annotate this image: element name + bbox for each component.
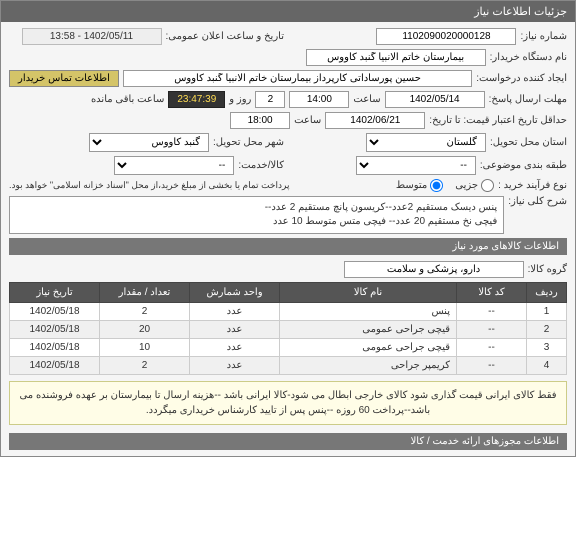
table-cell: قیچی جراحی عمومی bbox=[280, 339, 457, 357]
row-category: طبقه بندی موضوعی: -- کالا/خدمت: -- bbox=[9, 156, 567, 175]
table-row[interactable]: 1--پنسعدد21402/05/18 bbox=[10, 303, 567, 321]
validity-date-input[interactable] bbox=[325, 112, 425, 129]
group-input[interactable] bbox=[344, 261, 524, 278]
row-deadline: مهلت ارسال پاسخ: ساعت روز و 23:47:39 ساع… bbox=[9, 91, 567, 108]
table-cell: کریمپر جراحی bbox=[280, 357, 457, 375]
note-box: فقط کالای ایرانی قیمت گذاری شود کالای خا… bbox=[9, 381, 567, 425]
row-requester: ایجاد کننده درخواست: اطلاعات تماس خریدار bbox=[9, 70, 567, 87]
need-number-input[interactable] bbox=[376, 28, 516, 45]
countdown-timer: 23:47:39 bbox=[168, 91, 225, 108]
table-cell: 20 bbox=[100, 321, 190, 339]
table-col-0: ردیف bbox=[527, 283, 567, 303]
radio-medium-input[interactable] bbox=[430, 179, 443, 192]
table-cell: 1402/05/18 bbox=[10, 339, 100, 357]
city-label: شهر محل تحویل: bbox=[213, 137, 284, 148]
table-cell: 2 bbox=[527, 321, 567, 339]
table-cell: 1402/05/18 bbox=[10, 357, 100, 375]
need-number-label: شماره نیاز: bbox=[520, 31, 567, 42]
service-label: کالا/خدمت: bbox=[238, 160, 284, 171]
row-description: شرح کلی نیاز: پنس دیسک مستقیم 2عدد--کریس… bbox=[9, 196, 567, 234]
row-need-number: شماره نیاز: تاریخ و ساعت اعلان عمومی: 14… bbox=[9, 28, 567, 45]
items-header: اطلاعات کالاهای مورد نیاز bbox=[9, 238, 567, 255]
table-cell: 2 bbox=[100, 303, 190, 321]
deadline-date-input[interactable] bbox=[385, 91, 485, 108]
row-buytype: نوع فرآیند خرید : جزیی متوسط پرداخت تمام… bbox=[9, 179, 567, 192]
table-cell: پنس bbox=[280, 303, 457, 321]
deadline-label: مهلت ارسال پاسخ: bbox=[489, 94, 567, 105]
row-location: استان محل تحویل: گلستان شهر محل تحویل: گ… bbox=[9, 133, 567, 152]
panel-title: جزئیات اطلاعات نیاز bbox=[1, 1, 575, 22]
city-select[interactable]: گنبد کاووس bbox=[89, 133, 209, 152]
table-cell: عدد bbox=[190, 321, 280, 339]
deadline-time-input[interactable] bbox=[289, 91, 349, 108]
service-select[interactable]: -- bbox=[114, 156, 234, 175]
table-cell: 1 bbox=[527, 303, 567, 321]
table-cell: عدد bbox=[190, 339, 280, 357]
table-cell: -- bbox=[457, 357, 527, 375]
table-col-1: کد کالا bbox=[457, 283, 527, 303]
time-label-2: ساعت bbox=[294, 115, 321, 126]
province-label: استان محل تحویل: bbox=[490, 137, 567, 148]
radio-medium-label: متوسط bbox=[396, 180, 427, 191]
table-row[interactable]: 2--قیچی جراحی عمومیعدد201402/05/18 bbox=[10, 321, 567, 339]
announce-value: 1402/05/11 - 13:58 bbox=[22, 28, 162, 45]
table-body: 1--پنسعدد21402/05/182--قیچی جراحی عمومیع… bbox=[10, 303, 567, 375]
table-head: ردیفکد کالانام کالاواحد شمارشتعداد / مقد… bbox=[10, 283, 567, 303]
buytype-label: نوع فرآیند خرید : bbox=[498, 180, 567, 191]
days-input[interactable] bbox=[255, 91, 285, 108]
requester-label: ایجاد کننده درخواست: bbox=[476, 73, 567, 84]
time-label-1: ساعت bbox=[353, 94, 380, 105]
table-row[interactable]: 3--قیچی جراحی عمومیعدد101402/05/18 bbox=[10, 339, 567, 357]
radio-partial-input[interactable] bbox=[481, 179, 494, 192]
footer-header: اطلاعات مجوزهای ارائه خدمت / کالا bbox=[9, 433, 567, 450]
radio-partial-label: جزیی bbox=[455, 180, 478, 191]
buy-note: پرداخت تمام یا بخشی از مبلغ خرید،از محل … bbox=[9, 180, 289, 191]
table-row[interactable]: 4--کریمپر جراحیعدد21402/05/18 bbox=[10, 357, 567, 375]
table-col-3: واحد شمارش bbox=[190, 283, 280, 303]
radio-partial[interactable]: جزیی bbox=[455, 179, 494, 192]
table-col-2: نام کالا bbox=[280, 283, 457, 303]
table-cell: -- bbox=[457, 339, 527, 357]
row-validity: حداقل تاریخ اعتبار قیمت: تا تاریخ: ساعت bbox=[9, 112, 567, 129]
table-cell: عدد bbox=[190, 303, 280, 321]
table-cell: -- bbox=[457, 303, 527, 321]
row-buyer: نام دستگاه خریدار: bbox=[9, 49, 567, 66]
remaining-label: ساعت باقی مانده bbox=[91, 94, 164, 105]
table-cell: 10 bbox=[100, 339, 190, 357]
desc-label: شرح کلی نیاز: bbox=[508, 196, 567, 207]
panel-body: شماره نیاز: تاریخ و ساعت اعلان عمومی: 14… bbox=[1, 22, 575, 456]
contact-button[interactable]: اطلاعات تماس خریدار bbox=[9, 70, 119, 87]
requester-input[interactable] bbox=[123, 70, 472, 87]
table-col-4: تعداد / مقدار bbox=[100, 283, 190, 303]
group-label: گروه کالا: bbox=[528, 264, 567, 275]
table-cell: عدد bbox=[190, 357, 280, 375]
items-table: ردیفکد کالانام کالاواحد شمارشتعداد / مقد… bbox=[9, 282, 567, 375]
row-group: گروه کالا: bbox=[9, 261, 567, 278]
radio-medium[interactable]: متوسط bbox=[396, 179, 443, 192]
table-cell: 4 bbox=[527, 357, 567, 375]
desc-box: پنس دیسک مستقیم 2عدد--کریسون پانچ مستقیم… bbox=[9, 196, 504, 234]
announce-label: تاریخ و ساعت اعلان عمومی: bbox=[166, 31, 285, 42]
buytype-radio-group: جزیی متوسط bbox=[396, 179, 494, 192]
validity-time-input[interactable] bbox=[230, 112, 290, 129]
details-panel: جزئیات اطلاعات نیاز شماره نیاز: تاریخ و … bbox=[0, 0, 576, 457]
table-cell: 1402/05/18 bbox=[10, 321, 100, 339]
category-label: طبقه بندی موضوعی: bbox=[480, 160, 567, 171]
table-cell: -- bbox=[457, 321, 527, 339]
table-cell: 3 bbox=[527, 339, 567, 357]
table-cell: 1402/05/18 bbox=[10, 303, 100, 321]
days-label: روز و bbox=[229, 94, 251, 105]
table-cell: قیچی جراحی عمومی bbox=[280, 321, 457, 339]
category-select[interactable]: -- bbox=[356, 156, 476, 175]
buyer-input[interactable] bbox=[306, 49, 486, 66]
table-cell: 2 bbox=[100, 357, 190, 375]
buyer-label: نام دستگاه خریدار: bbox=[490, 52, 567, 63]
validity-label: حداقل تاریخ اعتبار قیمت: تا تاریخ: bbox=[429, 115, 567, 126]
province-select[interactable]: گلستان bbox=[366, 133, 486, 152]
table-col-5: تاریخ نیاز bbox=[10, 283, 100, 303]
